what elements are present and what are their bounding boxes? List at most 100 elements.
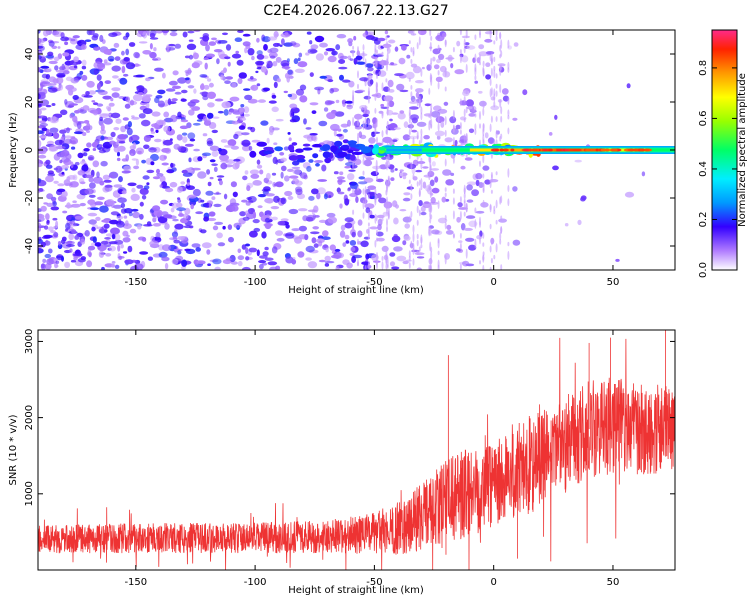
noise-blob — [258, 260, 267, 264]
noise-blob — [68, 233, 74, 241]
noise-blob — [303, 134, 313, 139]
noise-blob — [143, 185, 150, 190]
noise-blob — [501, 88, 509, 95]
noise-blob — [48, 248, 53, 254]
noise-blob — [38, 130, 44, 135]
noise-blob — [363, 159, 373, 167]
noise-blob — [307, 209, 318, 213]
streak-blob — [479, 32, 481, 39]
noise-blob — [387, 79, 394, 88]
streak-blob — [376, 49, 378, 55]
noise-blob — [482, 165, 490, 171]
streak-blob — [416, 181, 419, 187]
noise-blob — [163, 125, 171, 133]
noise-blob — [141, 195, 147, 200]
streak-blob — [420, 184, 423, 191]
noise-blob — [167, 215, 177, 220]
noise-blob — [240, 104, 245, 108]
noise-blob — [188, 109, 195, 116]
noise-blob — [284, 190, 293, 197]
streak-blob — [386, 218, 388, 227]
noise-blob — [252, 219, 260, 224]
streak-blob — [500, 50, 503, 58]
noise-blob — [202, 133, 208, 137]
noise-blob — [329, 244, 336, 251]
streak-blob — [381, 261, 384, 270]
streak-blob — [386, 106, 389, 116]
streak-blob — [374, 92, 377, 102]
noise-blob — [208, 41, 217, 46]
noise-blob — [234, 161, 240, 169]
noise-blob — [259, 169, 264, 175]
noise-blob — [125, 48, 130, 56]
noise-blob — [250, 84, 259, 91]
noise-blob — [223, 193, 228, 200]
noise-blob — [186, 182, 190, 186]
x-tick-label: 50 — [607, 277, 620, 288]
noise-blob — [85, 174, 94, 179]
noise-blob — [48, 226, 54, 231]
noise-blob — [414, 252, 425, 256]
noise-blob — [124, 220, 129, 227]
noise-blob — [165, 187, 174, 193]
noise-blob — [436, 135, 441, 140]
noise-blob — [338, 59, 346, 64]
streak-blob — [362, 158, 365, 165]
noise-blob — [224, 56, 231, 60]
noise-blob — [184, 143, 194, 147]
noise-blob — [55, 264, 59, 268]
noise-blob — [255, 70, 259, 74]
streak-blob — [493, 205, 496, 212]
noise-blob — [314, 86, 325, 91]
streak-blob — [352, 95, 355, 106]
streak-blob — [386, 43, 389, 52]
noise-blob — [253, 227, 261, 232]
noise-blob — [309, 102, 319, 106]
noise-blob — [171, 258, 179, 265]
noise-blob — [117, 145, 126, 152]
noise-blob — [70, 38, 76, 42]
streak-blob — [444, 158, 447, 167]
noise-blob — [100, 123, 105, 132]
noise-blob — [344, 198, 350, 206]
noise-blob — [335, 44, 341, 51]
noise-blob — [206, 169, 211, 175]
noise-blob — [336, 187, 341, 193]
noise-blob — [247, 196, 257, 203]
noise-blob — [260, 120, 269, 126]
noise-blob — [243, 106, 250, 114]
noise-blob — [80, 256, 87, 261]
noise-blob — [52, 226, 58, 229]
noise-blob — [184, 69, 192, 74]
streak-blob — [408, 179, 411, 184]
noise-blob — [393, 246, 403, 252]
streak-blob — [459, 263, 462, 270]
streak-blob — [416, 239, 419, 247]
streak-blob — [381, 51, 384, 56]
noise-blob — [298, 52, 303, 58]
noise-blob — [43, 234, 53, 239]
noise-blob — [80, 238, 86, 245]
noise-blob — [337, 179, 346, 183]
streak-blob — [420, 237, 423, 245]
noise-blob — [392, 139, 398, 143]
noise-blob — [404, 223, 411, 229]
noise-blob — [40, 205, 47, 212]
noise-blob — [110, 227, 120, 235]
noise-blob — [211, 150, 219, 157]
noise-blob — [154, 138, 162, 143]
streak-blob — [416, 97, 419, 107]
noise-blob — [131, 158, 138, 161]
noise-blob — [291, 259, 297, 265]
streak-blob — [418, 246, 421, 252]
noise-blob — [103, 117, 113, 125]
noise-blob — [104, 184, 113, 188]
noise-blob — [93, 46, 100, 51]
noise-blob — [84, 230, 90, 237]
streak-blob — [429, 265, 432, 270]
streak-blob — [387, 212, 390, 220]
noise-blob — [64, 261, 71, 269]
streak-blob — [410, 84, 413, 90]
streak-blob — [387, 178, 390, 184]
noise-blob — [223, 109, 229, 116]
